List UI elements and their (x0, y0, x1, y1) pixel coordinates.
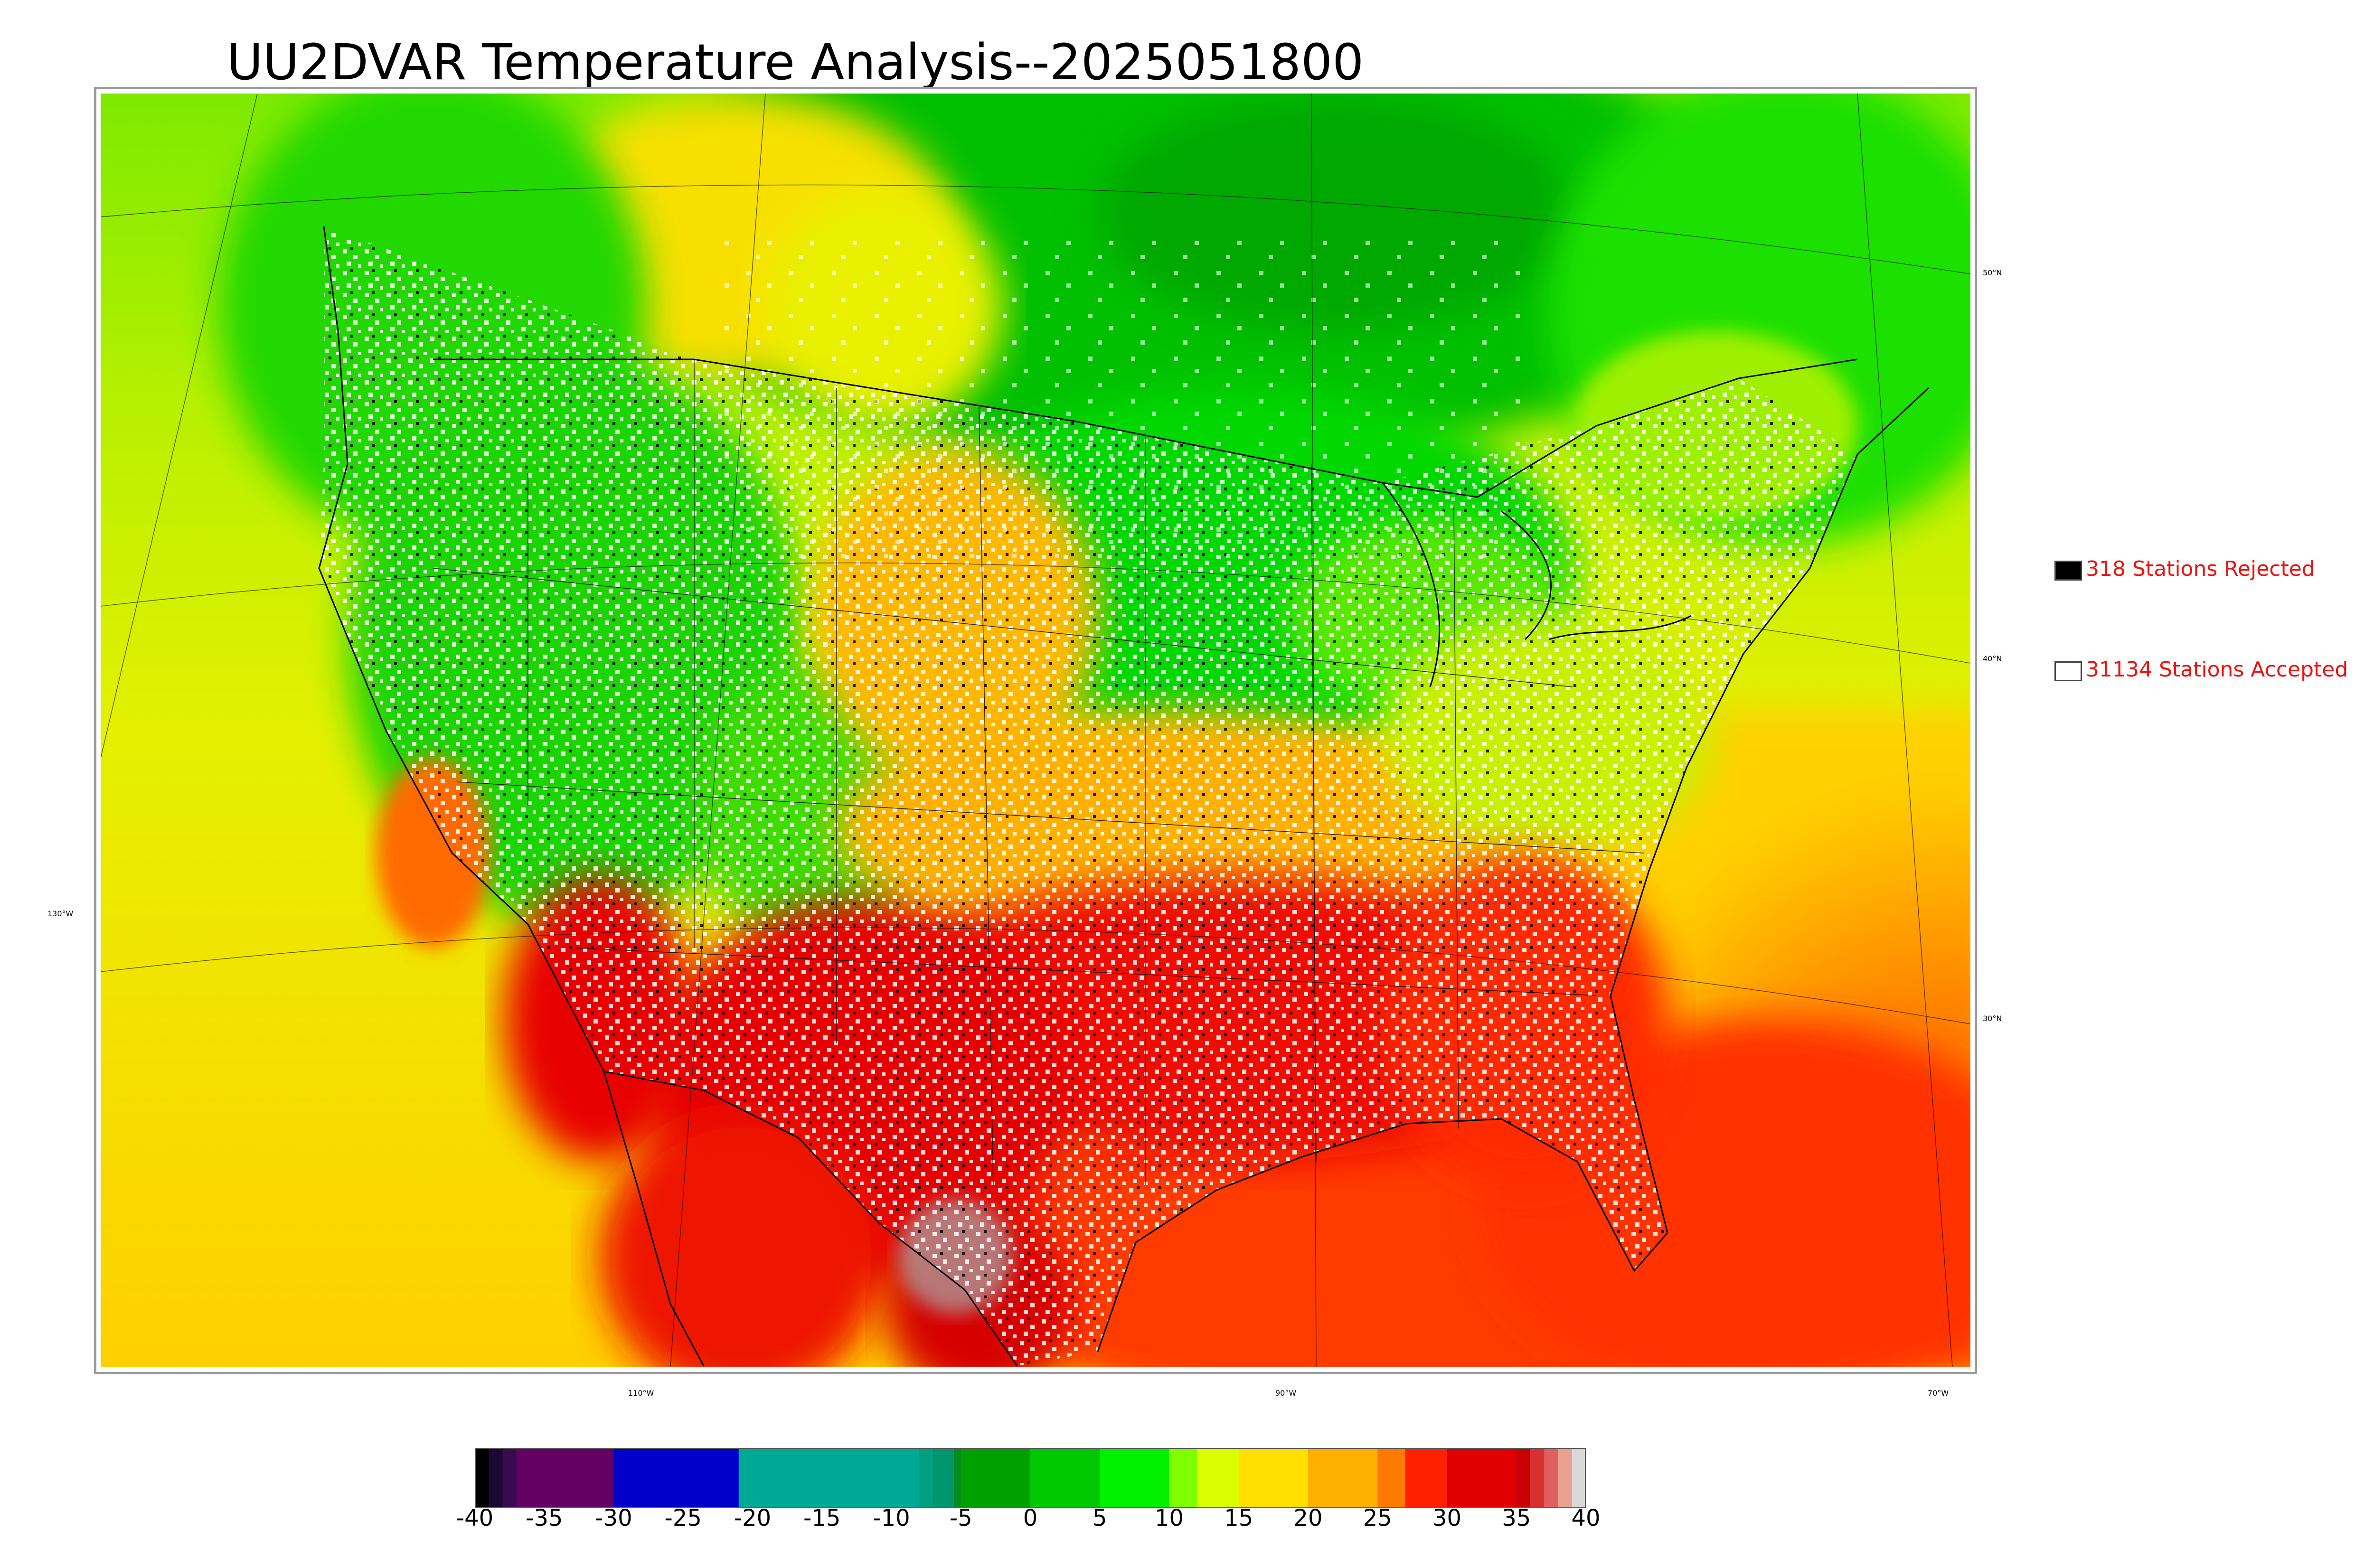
temperature-map (101, 94, 1970, 1367)
colorbar-tick-label: 25 (1363, 1505, 1392, 1531)
legend-rejected-label: 318 Stations Rejected (2086, 557, 2315, 581)
colorbar (475, 1448, 1586, 1508)
colorbar-tick-label: 5 (1092, 1505, 1107, 1531)
colorbar-tick-label: -30 (595, 1505, 632, 1531)
colorbar-tick-label: -10 (873, 1505, 910, 1531)
lat-label-40n: 40°N (1983, 654, 2002, 663)
lon-label-130w: 130°W (47, 909, 74, 918)
lon-label-110w: 110°W (628, 1389, 654, 1398)
colorbar-segment (1377, 1448, 1406, 1508)
colorbar-segment (1169, 1448, 1197, 1508)
map-title: UU2DVAR Temperature Analysis--2025051800 (226, 33, 1364, 91)
colorbar-segment (919, 1448, 933, 1508)
colorbar-segment (961, 1448, 1031, 1508)
colorbar-segment (502, 1448, 517, 1508)
colorbar-tick-label: -15 (803, 1505, 841, 1531)
colorbar-segment (475, 1448, 489, 1508)
legend-rejected-swatch (2054, 561, 2082, 581)
colorbar-segment (1516, 1448, 1531, 1508)
colorbar-tick-label: -40 (456, 1505, 494, 1531)
colorbar-tick-label: -35 (526, 1505, 563, 1531)
lat-label-30n: 30°N (1983, 1014, 2002, 1023)
colorbar-segment (613, 1448, 739, 1508)
colorbar-tick-label: 40 (1571, 1505, 1601, 1531)
colorbar-segment (1100, 1448, 1169, 1508)
colorbar-segment (933, 1448, 954, 1508)
colorbar-segment (1530, 1448, 1545, 1508)
colorbar-segment (1447, 1448, 1517, 1508)
lat-label-50n: 50°N (1983, 268, 2002, 277)
colorbar-segment (1197, 1448, 1239, 1508)
colorbar-segment (1558, 1448, 1573, 1508)
colorbar-segment (1572, 1448, 1586, 1508)
colorbar-segment (738, 1448, 920, 1508)
colorbar-tick-label: 10 (1154, 1505, 1184, 1531)
colorbar-segment (954, 1448, 961, 1508)
colorbar-segment (1405, 1448, 1447, 1508)
colorbar-segment (1030, 1448, 1100, 1508)
colorbar-tick-label: -20 (734, 1505, 772, 1531)
colorbar-segment (1238, 1448, 1309, 1508)
legend-accepted-swatch (2054, 661, 2082, 681)
lon-label-70w: 70°W (1928, 1389, 1949, 1398)
colorbar-segment (489, 1448, 503, 1508)
legend-accepted-label: 31134 Stations Accepted (2086, 657, 2348, 682)
colorbar-tick-label: 15 (1224, 1505, 1253, 1531)
colorbar-segment (516, 1448, 614, 1508)
colorbar-tick-label: 20 (1293, 1505, 1323, 1531)
colorbar-segment (1544, 1448, 1558, 1508)
lon-label-90w: 90°W (1275, 1389, 1297, 1398)
colorbar-tick-label: 35 (1502, 1505, 1531, 1531)
colorbar-border (475, 1448, 1586, 1508)
colorbar-tick-label: 0 (1023, 1505, 1038, 1531)
colorbar-tick-label: 30 (1432, 1505, 1462, 1531)
colorbar-segment (1308, 1448, 1378, 1508)
colorbar-tick-label: -5 (949, 1505, 972, 1531)
colorbar-tick-label: -25 (664, 1505, 702, 1531)
